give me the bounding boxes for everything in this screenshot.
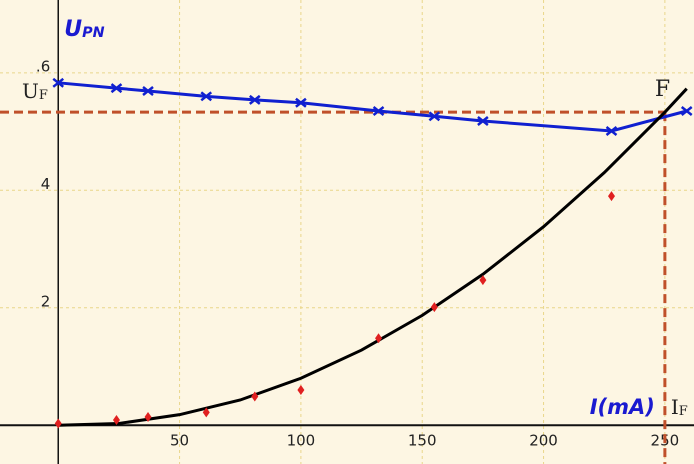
x-tick-label: 50 bbox=[170, 432, 189, 450]
marker bbox=[605, 126, 618, 136]
x-tick-label: 100 bbox=[287, 432, 316, 450]
data-point bbox=[54, 418, 62, 429]
marker bbox=[477, 116, 489, 126]
data-point bbox=[112, 414, 120, 425]
marker bbox=[110, 83, 123, 94]
y-axis-label-sub: PN bbox=[82, 25, 104, 41]
series-line bbox=[58, 81, 688, 133]
marker bbox=[249, 94, 261, 105]
marker bbox=[142, 86, 154, 97]
data-point bbox=[297, 384, 305, 395]
marker bbox=[200, 91, 213, 102]
data-point bbox=[479, 275, 487, 286]
marker bbox=[428, 111, 441, 122]
data-point bbox=[251, 391, 259, 402]
x-tick-label: 200 bbox=[529, 432, 558, 450]
point-label: F bbox=[655, 77, 670, 102]
point-y-label-main: U bbox=[22, 79, 39, 103]
series-line bbox=[58, 87, 688, 427]
y-axis-label-main: U bbox=[64, 17, 82, 42]
y-tick-label: 2 bbox=[41, 292, 51, 310]
y-tick-label: .6 bbox=[36, 57, 50, 75]
x-tick-label: 150 bbox=[408, 432, 437, 450]
point-y-label-sub: F bbox=[39, 88, 48, 103]
point-x-label: IF bbox=[671, 395, 688, 419]
y-axis-label: UPN bbox=[64, 17, 104, 42]
data-point bbox=[144, 412, 152, 423]
data-point bbox=[430, 302, 438, 313]
x-axis-label: I(mA) bbox=[590, 395, 655, 419]
point-x-label-main: I bbox=[671, 395, 679, 419]
data-point bbox=[202, 407, 210, 418]
marker bbox=[52, 77, 65, 88]
data-point bbox=[607, 191, 615, 202]
marker bbox=[372, 106, 385, 116]
data-point bbox=[375, 333, 383, 344]
y-tick-label: 4 bbox=[41, 175, 51, 193]
point-y-label: UF bbox=[22, 79, 48, 103]
marker bbox=[295, 97, 307, 108]
point-x-label-sub: F bbox=[679, 404, 688, 419]
marker bbox=[680, 106, 693, 116]
